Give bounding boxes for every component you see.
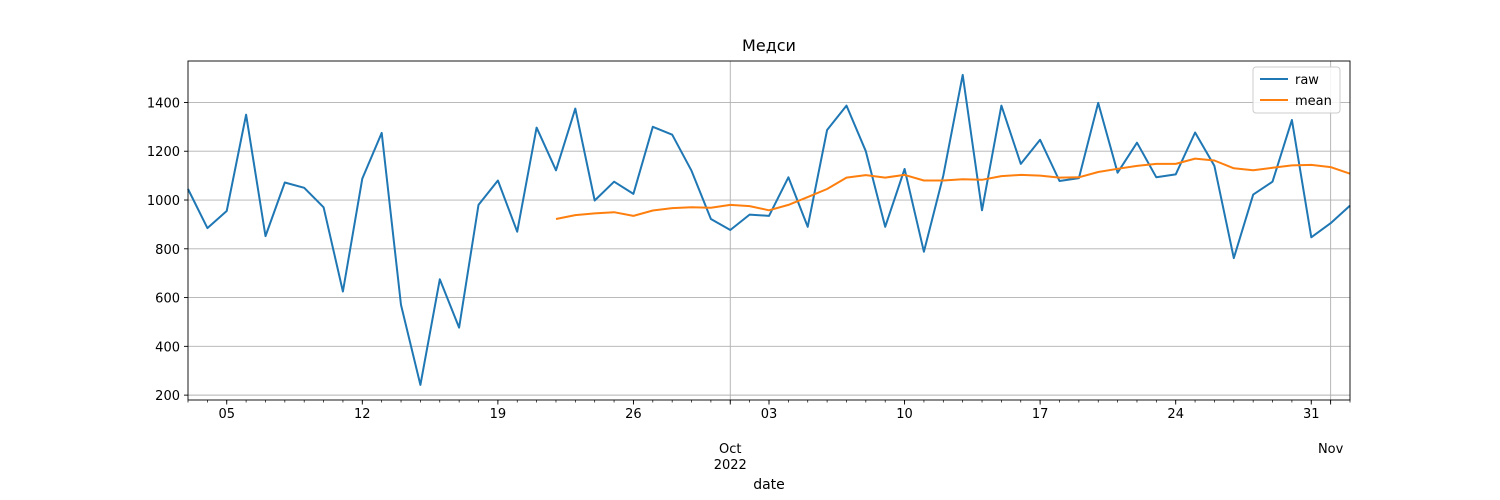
legend-label-raw: raw (1295, 73, 1319, 88)
series-line-raw (187, 73, 1351, 386)
legend-label-mean: mean (1295, 94, 1332, 109)
x-tick-label: 10 (896, 407, 913, 422)
x-tick-label: 24 (1167, 407, 1184, 422)
x-tick-label: 05 (218, 407, 235, 422)
x-month-label: Oct (719, 442, 741, 457)
y-tick-label: 600 (155, 292, 180, 307)
x-tick-label: 31 (1303, 407, 1320, 422)
series-layer (187, 73, 1351, 386)
y-tick-label: 1200 (147, 145, 180, 160)
x-month-label: Nov (1318, 442, 1344, 457)
y-tick-label: 200 (155, 389, 180, 404)
y-tick-label: 400 (155, 340, 180, 355)
x-tick-label: 12 (354, 407, 371, 422)
legend: raw mean (1252, 66, 1341, 114)
x-tick-label: 03 (761, 407, 778, 422)
y-tick-label: 800 (155, 243, 180, 258)
x-year-label: 2022 (714, 458, 747, 473)
y-tick-label: 1000 (147, 194, 180, 209)
x-tick-label: 26 (625, 407, 642, 422)
series-line-mean (555, 157, 1351, 220)
grid (188, 61, 1350, 400)
chart-title: Медси (742, 36, 796, 55)
x-tick-label: 19 (490, 407, 507, 422)
x-tick-label: 17 (1032, 407, 1049, 422)
y-tick-label: 1400 (147, 96, 180, 111)
ticks: 200 400 600 800 1000 1200 1400 05 12 19 26 03 10 17 24… (147, 96, 1351, 473)
x-axis-title: date (753, 477, 785, 493)
